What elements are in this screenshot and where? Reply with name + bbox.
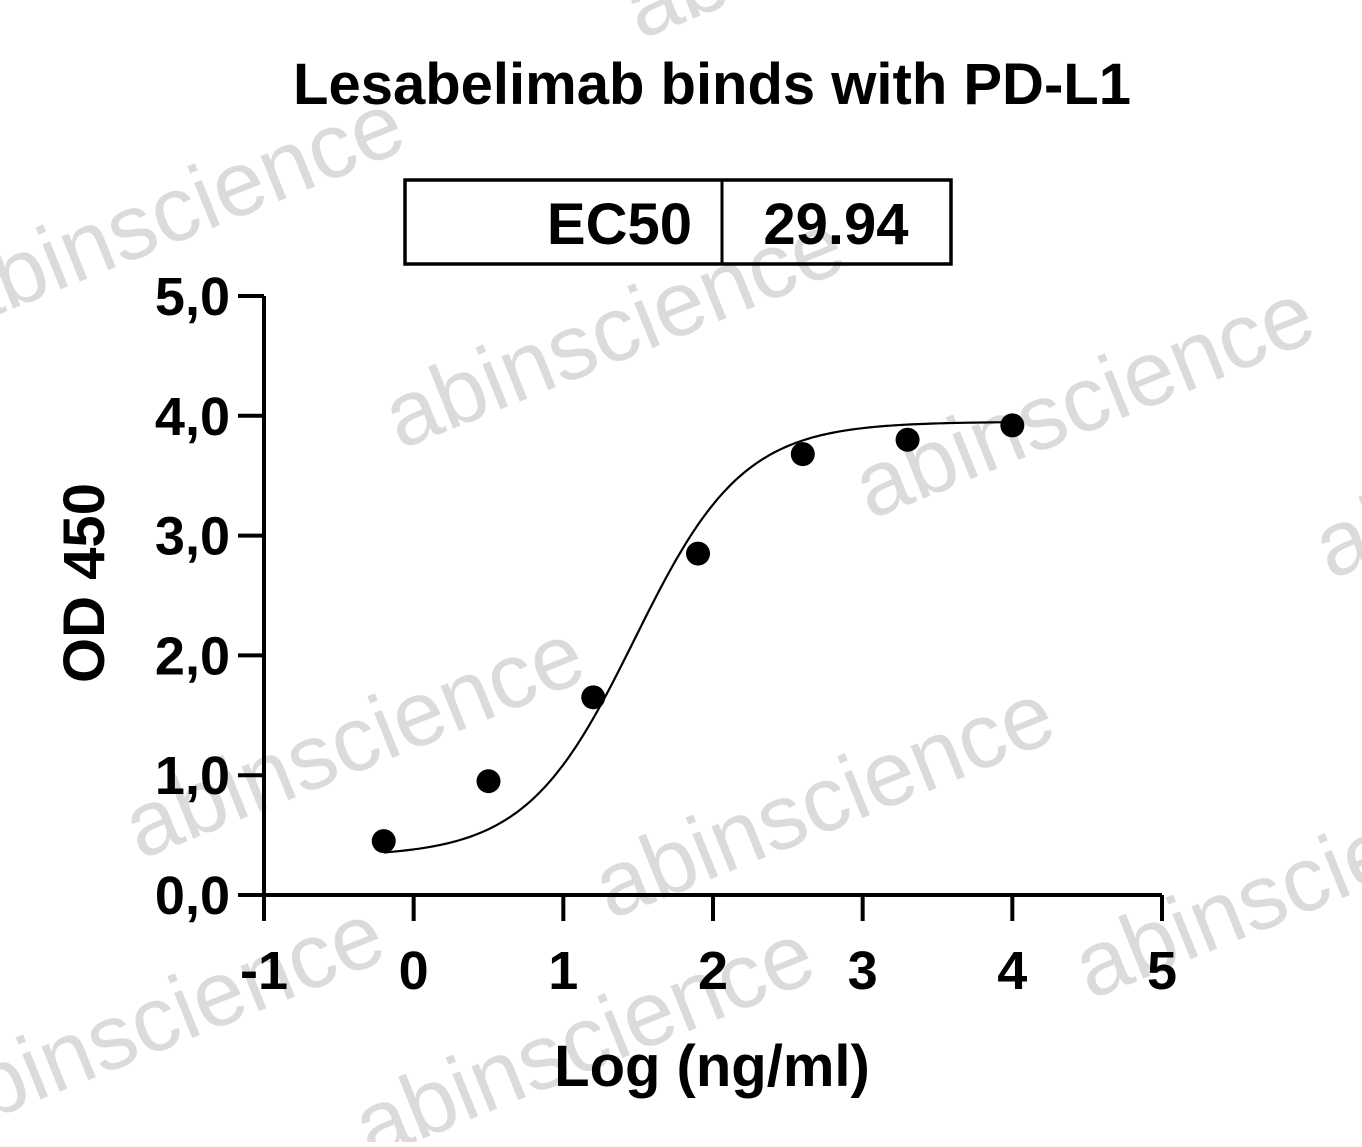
chart-title: Lesabelimab binds with PD-L1 [293,52,1131,117]
watermark-text: abinscience [609,0,1098,59]
ec50-label: EC50 [547,192,692,257]
x-tick-label: 4 [997,941,1027,1001]
fit-curve [383,421,1013,854]
data-point [371,829,396,854]
data-point [686,541,711,566]
watermark-text: abinscience [339,902,828,1142]
data-point [895,427,920,452]
x-tick-label: 0 [399,941,429,1001]
y-tick-label: 4,0 [155,387,230,447]
y-tick-label: 3,0 [155,507,230,567]
watermark-text: abinscience [1059,742,1362,1019]
ec50-value: 29.94 [763,192,908,257]
y-tick-label: 0,0 [155,866,230,926]
data-point [476,769,501,794]
ec50-table-border [403,178,953,266]
ec50-table: EC50 29.94 [403,178,953,266]
x-tick-label: 5 [1147,941,1177,1001]
data-point [1000,413,1025,438]
x-tick-label: 1 [548,941,578,1001]
x-axis-ticks: -1 0 1 2 3 4 5 [240,895,1177,1001]
y-axis-label: OD 450 [52,483,117,683]
y-tick-label: 2,0 [155,626,230,686]
data-point [790,442,815,467]
x-tick-label: -1 [240,941,288,1001]
watermark-text: abinscience [839,262,1328,539]
data-points [371,413,1025,854]
x-tick-label: 3 [848,941,878,1001]
y-tick-label: 1,0 [155,746,230,806]
x-tick-label: 2 [698,941,728,1001]
x-axis-label: Log (ng/ml) [554,1034,870,1099]
data-point [581,685,606,710]
y-tick-label: 5,0 [155,267,230,327]
y-axis-ticks: 0,0 1,0 2,0 3,0 4,0 5,0 [155,267,264,926]
watermark-text: abinscience [579,662,1068,939]
axes: 0,0 1,0 2,0 3,0 4,0 5,0 -1 0 1 2 3 4 5 [155,267,1177,1001]
